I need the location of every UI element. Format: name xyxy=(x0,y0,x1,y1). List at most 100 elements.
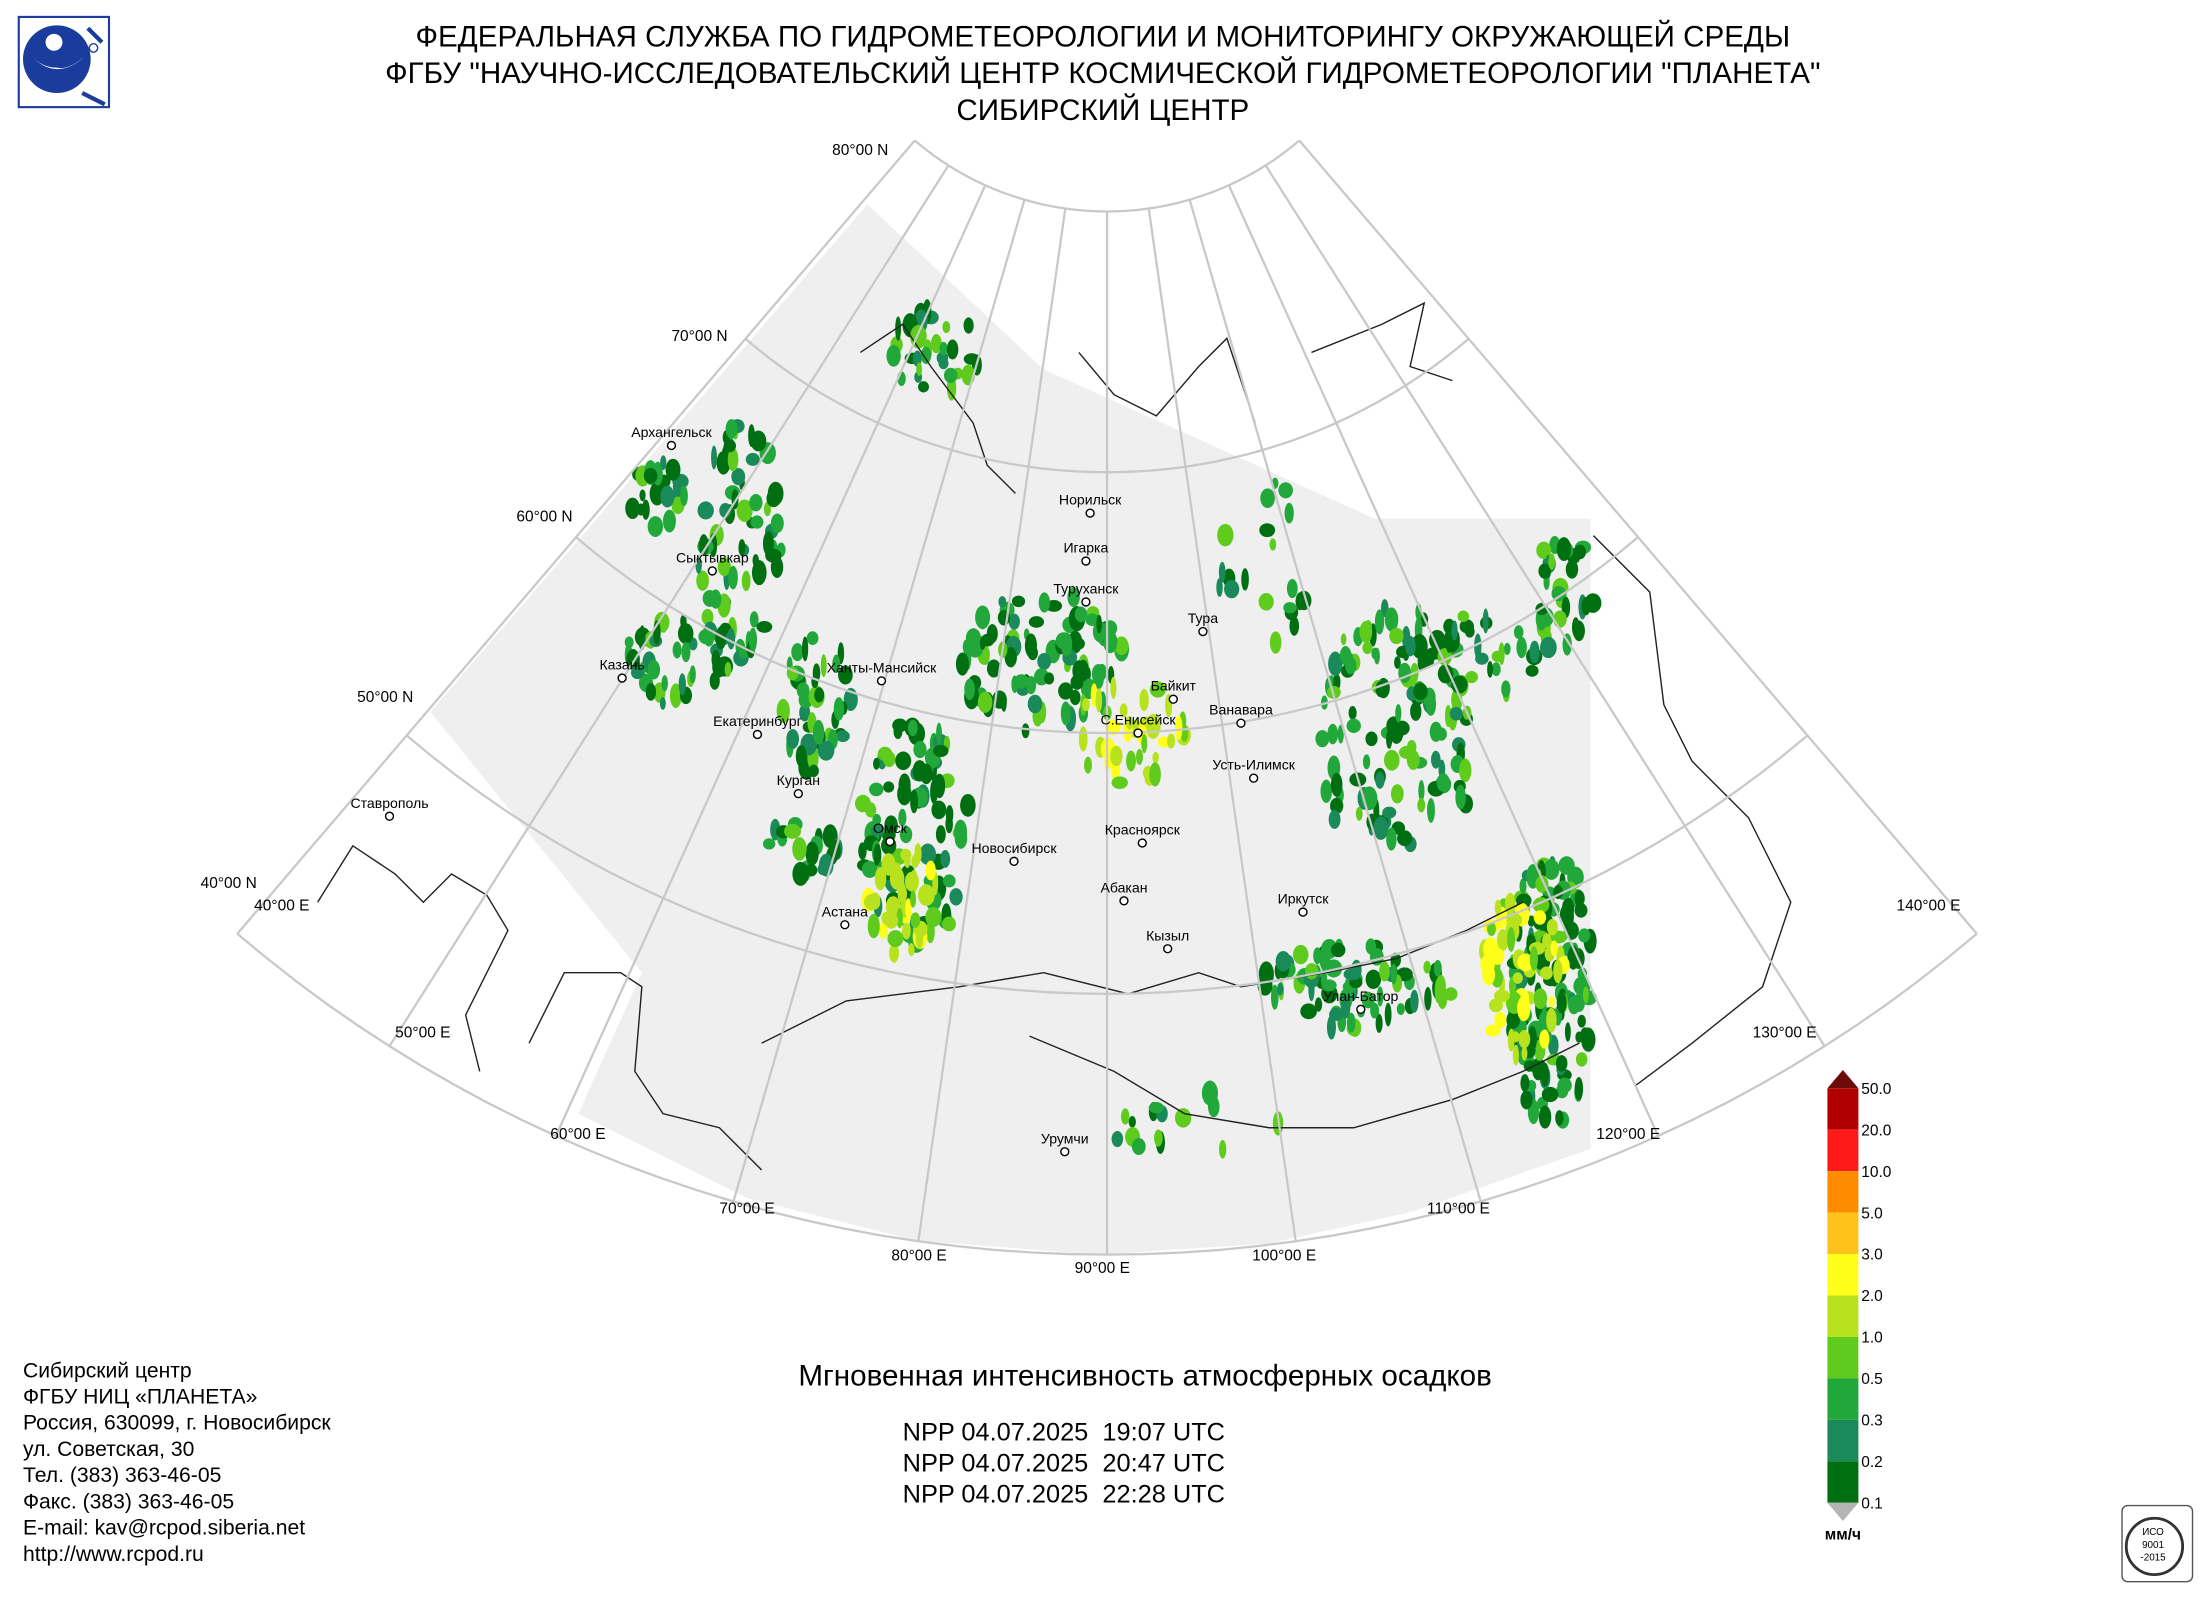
city-label: Ставрополь xyxy=(350,795,428,811)
precip-cell xyxy=(1411,633,1428,659)
pass-time: NPP 04.07.2025 22:28 UTC xyxy=(903,1481,1225,1509)
precip-cell xyxy=(873,843,882,867)
city-label: Туруханск xyxy=(1053,580,1119,596)
precip-cell xyxy=(1548,995,1555,1008)
precip-cell xyxy=(677,623,694,644)
legend-swatch xyxy=(1827,1129,1859,1172)
city-marker xyxy=(1198,626,1208,637)
precip-cell xyxy=(725,419,738,439)
city-label: С.Енисейск xyxy=(1101,712,1177,728)
city-marker xyxy=(1163,944,1173,954)
precip-cell xyxy=(1491,662,1501,677)
precip-cell xyxy=(806,631,819,646)
precip-cell xyxy=(1389,627,1404,645)
legend-unit: мм/ч xyxy=(1825,1526,1861,1543)
precip-cell xyxy=(792,861,809,886)
precip-cell xyxy=(1413,682,1428,701)
precip-cell xyxy=(1374,647,1380,665)
precip-cell xyxy=(1319,947,1331,972)
precip-cell xyxy=(817,740,835,761)
legend-swatch xyxy=(1827,1212,1859,1255)
precip-cell xyxy=(727,628,736,650)
legend-label: 10.0 xyxy=(1861,1164,1892,1181)
precip-cell xyxy=(1346,718,1361,734)
city-marker xyxy=(1081,556,1091,566)
precip-cell xyxy=(977,691,993,713)
precip-cell xyxy=(1505,892,1516,916)
precip-cell xyxy=(1111,1130,1124,1148)
precip-cell xyxy=(916,362,923,376)
precip-cell xyxy=(1575,1052,1588,1067)
precip-cell xyxy=(776,698,790,723)
legend-swatch xyxy=(1827,1461,1859,1503)
city-marker xyxy=(885,836,895,847)
precip-cell xyxy=(814,687,825,703)
city-label: Байкит xyxy=(1151,678,1197,694)
address: Сибирский центр ФГБУ НИЦ «ПЛАНЕТА» Россия,… xyxy=(23,1359,331,1566)
precip-cell xyxy=(1218,1140,1227,1159)
legend-swatch xyxy=(1827,1295,1859,1337)
precip-cell xyxy=(1119,703,1128,718)
city-marker xyxy=(1009,856,1019,866)
precip-cell xyxy=(1517,953,1534,972)
product-info: Мгновенная интенсивность атмосферных оса… xyxy=(798,1360,1492,1509)
city-marker xyxy=(707,566,717,576)
precip-cell xyxy=(1494,899,1502,916)
precip-cell xyxy=(1459,619,1474,634)
precip-cell xyxy=(1527,915,1536,927)
badge-text: 9001 xyxy=(2142,1540,2164,1551)
precip-cell xyxy=(1141,734,1148,754)
city-marker xyxy=(1356,1004,1366,1014)
precip-cell xyxy=(1105,719,1121,736)
precip-cell xyxy=(1436,773,1450,792)
precip-cell xyxy=(1577,1014,1586,1028)
precip-cell xyxy=(1058,682,1074,700)
precip-cell xyxy=(1375,771,1385,789)
precip-cell xyxy=(723,439,737,453)
precip-cell xyxy=(1542,933,1553,949)
precip-cell xyxy=(661,675,668,692)
precip-cell xyxy=(931,800,947,820)
precip-cell xyxy=(1008,613,1020,630)
precip-cell xyxy=(887,930,904,948)
longitude-label: 130°00 E xyxy=(1753,1025,1817,1042)
address-line: Факс. (383) 363-46-05 xyxy=(23,1490,234,1513)
precip-cell xyxy=(925,906,942,928)
longitude-label: 40°00 E xyxy=(254,898,309,915)
precip-cell xyxy=(1449,706,1463,721)
precip-cell xyxy=(1516,636,1527,659)
precip-cell xyxy=(731,468,746,486)
longitude-label: 90°00 E xyxy=(1075,1260,1130,1277)
precip-cell xyxy=(1384,1002,1392,1027)
city-marker xyxy=(617,673,627,683)
precip-cell xyxy=(1410,989,1419,1013)
precip-cell xyxy=(1337,724,1344,744)
precip-cell xyxy=(1027,645,1038,661)
precip-cell xyxy=(660,485,675,508)
precip-cell xyxy=(680,485,688,507)
precip-cell xyxy=(1540,966,1553,980)
precip-cell xyxy=(1114,636,1129,656)
precip-cell xyxy=(1520,1074,1530,1092)
precip-cell xyxy=(1362,641,1373,655)
precip-cell xyxy=(710,589,722,609)
legend-label: 0.3 xyxy=(1861,1412,1883,1429)
precip-cell xyxy=(833,697,845,721)
precip-cell xyxy=(975,605,991,630)
precip-cell xyxy=(805,841,819,866)
precip-cell xyxy=(1269,538,1277,551)
precip-cell xyxy=(1044,672,1055,685)
precip-cell xyxy=(1494,1012,1507,1029)
precip-cell xyxy=(939,341,948,356)
precipitation xyxy=(624,299,1602,1159)
precip-cell xyxy=(1540,1062,1550,1087)
precip-cell xyxy=(1445,634,1453,653)
precip-cell xyxy=(838,665,853,685)
precip-cell xyxy=(716,450,731,475)
precip-cell xyxy=(1095,688,1103,713)
precip-cell xyxy=(1555,1055,1568,1072)
city-label: Ванавара xyxy=(1209,702,1273,718)
precip-cell xyxy=(1382,806,1397,819)
